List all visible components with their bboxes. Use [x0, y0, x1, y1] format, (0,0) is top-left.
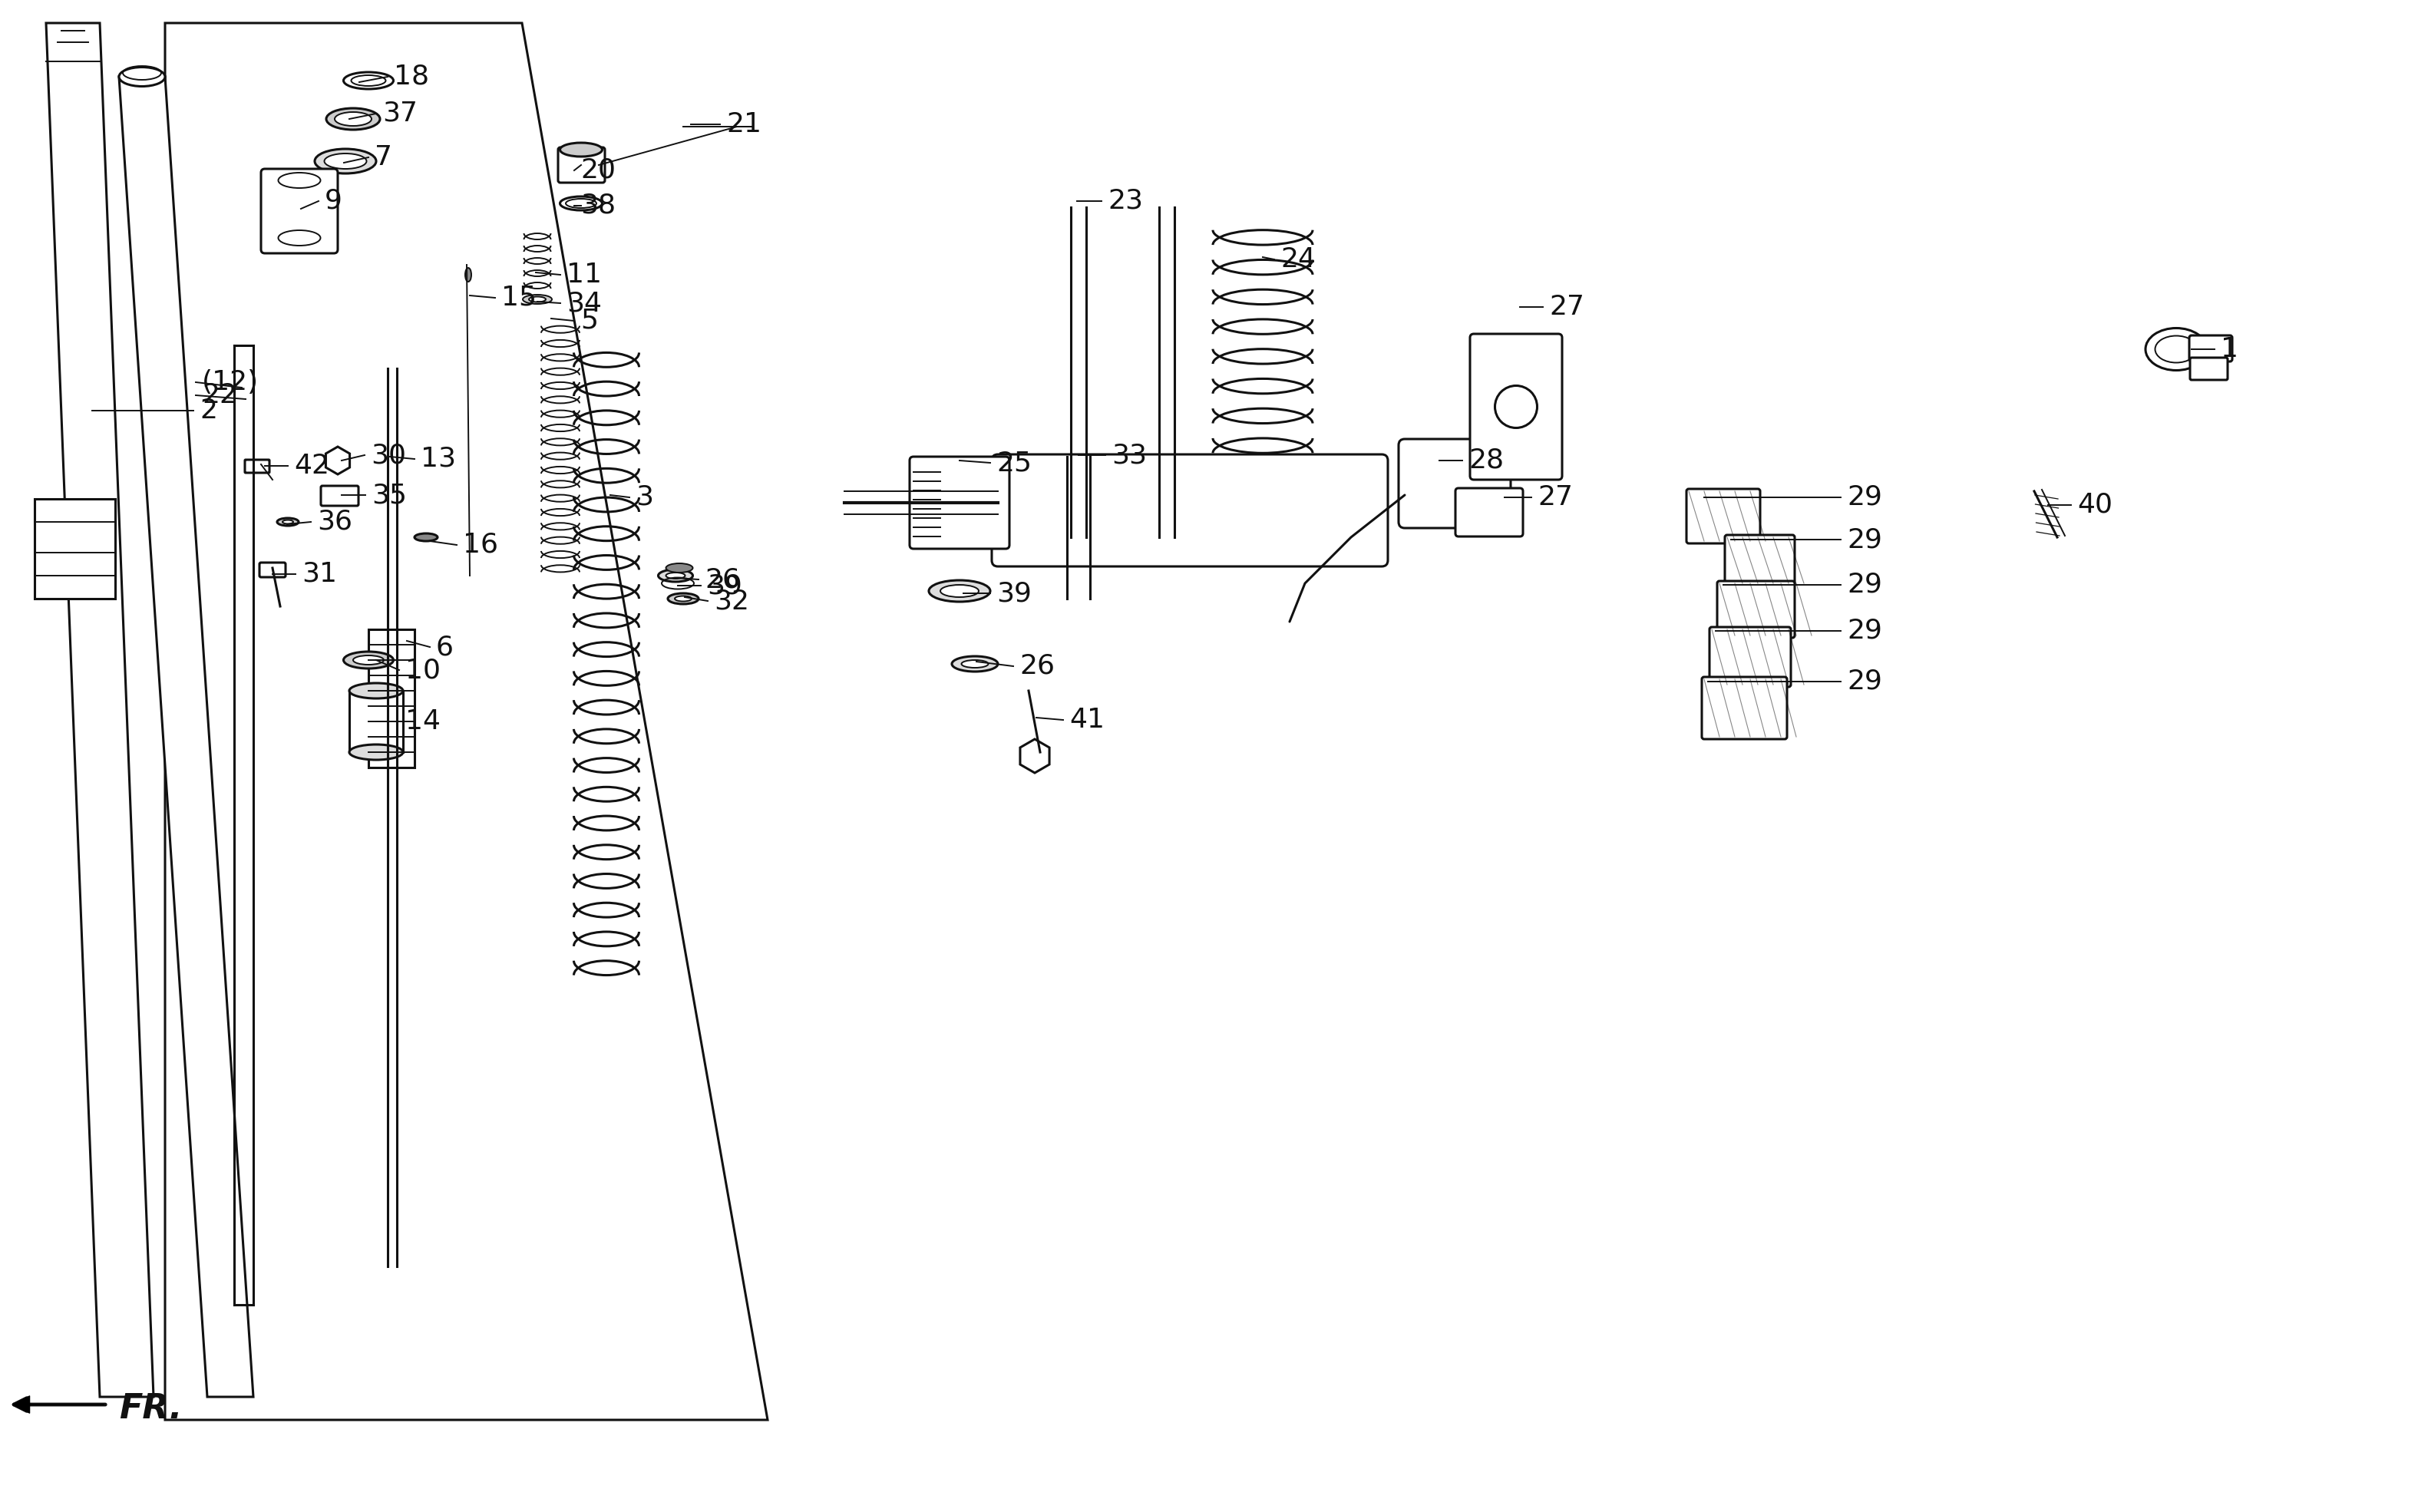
Text: 39: 39 — [706, 573, 742, 599]
FancyBboxPatch shape — [34, 499, 116, 599]
FancyBboxPatch shape — [559, 147, 604, 183]
Text: FR.: FR. — [118, 1393, 181, 1424]
FancyBboxPatch shape — [991, 455, 1388, 567]
Ellipse shape — [348, 683, 404, 699]
Text: 24: 24 — [1282, 246, 1315, 272]
Ellipse shape — [314, 148, 377, 174]
FancyBboxPatch shape — [261, 169, 339, 254]
FancyBboxPatch shape — [1702, 677, 1787, 739]
Polygon shape — [118, 77, 254, 1397]
Ellipse shape — [941, 585, 979, 597]
Text: 3: 3 — [636, 484, 653, 511]
Text: 13: 13 — [421, 446, 457, 472]
Text: 36: 36 — [317, 510, 353, 535]
Text: 11: 11 — [566, 262, 602, 287]
Text: 29: 29 — [1847, 484, 1881, 511]
Ellipse shape — [353, 656, 384, 665]
Text: 9: 9 — [324, 187, 343, 215]
Text: 38: 38 — [580, 192, 617, 219]
Text: 1: 1 — [2220, 336, 2239, 363]
Text: 5: 5 — [580, 308, 597, 334]
Text: 29: 29 — [1847, 572, 1881, 597]
FancyBboxPatch shape — [1456, 488, 1523, 537]
Ellipse shape — [464, 268, 472, 281]
Text: 29: 29 — [1847, 668, 1881, 694]
Text: 2: 2 — [201, 398, 218, 423]
Ellipse shape — [343, 652, 394, 668]
Ellipse shape — [561, 142, 602, 157]
Ellipse shape — [665, 564, 694, 573]
Text: 42: 42 — [295, 452, 329, 479]
Ellipse shape — [530, 296, 546, 302]
Text: 20: 20 — [580, 157, 617, 183]
Ellipse shape — [324, 154, 368, 169]
FancyBboxPatch shape — [1724, 535, 1794, 585]
Text: 26: 26 — [704, 567, 740, 593]
Polygon shape — [46, 23, 152, 1397]
Text: 14: 14 — [406, 709, 440, 735]
Ellipse shape — [278, 519, 297, 526]
Text: 16: 16 — [462, 532, 498, 558]
Text: 18: 18 — [394, 64, 430, 89]
FancyBboxPatch shape — [322, 485, 358, 507]
FancyBboxPatch shape — [1685, 488, 1760, 543]
Text: 28: 28 — [1468, 448, 1504, 473]
Text: 37: 37 — [382, 100, 418, 127]
FancyBboxPatch shape — [244, 460, 268, 473]
Text: 35: 35 — [372, 482, 406, 508]
Ellipse shape — [334, 112, 372, 125]
FancyBboxPatch shape — [259, 562, 285, 578]
Ellipse shape — [283, 520, 293, 523]
Text: 10: 10 — [406, 658, 440, 683]
Text: 40: 40 — [2077, 491, 2113, 519]
FancyBboxPatch shape — [909, 457, 1008, 549]
FancyBboxPatch shape — [1398, 438, 1511, 528]
Text: 32: 32 — [713, 588, 750, 614]
Ellipse shape — [413, 534, 438, 541]
Text: 26: 26 — [1020, 653, 1054, 679]
Text: 15: 15 — [501, 284, 537, 311]
Text: (12): (12) — [201, 369, 259, 395]
Ellipse shape — [118, 67, 164, 86]
FancyBboxPatch shape — [2191, 358, 2227, 380]
Text: 23: 23 — [1107, 187, 1144, 215]
Text: 34: 34 — [566, 290, 602, 316]
Text: 39: 39 — [996, 581, 1032, 606]
Ellipse shape — [675, 596, 692, 602]
Text: 31: 31 — [302, 561, 336, 587]
Ellipse shape — [667, 593, 699, 603]
Ellipse shape — [658, 570, 694, 582]
FancyBboxPatch shape — [368, 629, 413, 768]
FancyBboxPatch shape — [1710, 627, 1792, 686]
Text: 25: 25 — [996, 449, 1032, 476]
FancyBboxPatch shape — [1717, 581, 1794, 638]
Ellipse shape — [962, 661, 989, 668]
Text: 27: 27 — [1550, 293, 1584, 321]
Text: 41: 41 — [1069, 708, 1105, 733]
Text: 6: 6 — [435, 634, 455, 661]
Text: 22: 22 — [201, 383, 237, 408]
Text: 33: 33 — [1112, 442, 1146, 469]
Ellipse shape — [665, 573, 684, 579]
Ellipse shape — [522, 295, 551, 304]
Text: 29: 29 — [1847, 526, 1881, 552]
Text: 21: 21 — [725, 112, 762, 138]
Text: 27: 27 — [1538, 484, 1572, 511]
Ellipse shape — [326, 109, 380, 130]
Ellipse shape — [348, 744, 404, 761]
Ellipse shape — [929, 581, 991, 602]
Text: 29: 29 — [1847, 618, 1881, 644]
FancyBboxPatch shape — [348, 691, 404, 751]
FancyBboxPatch shape — [1470, 334, 1562, 479]
Text: 30: 30 — [370, 442, 406, 469]
Ellipse shape — [953, 656, 999, 671]
FancyBboxPatch shape — [2188, 336, 2232, 361]
Text: 7: 7 — [375, 144, 392, 171]
